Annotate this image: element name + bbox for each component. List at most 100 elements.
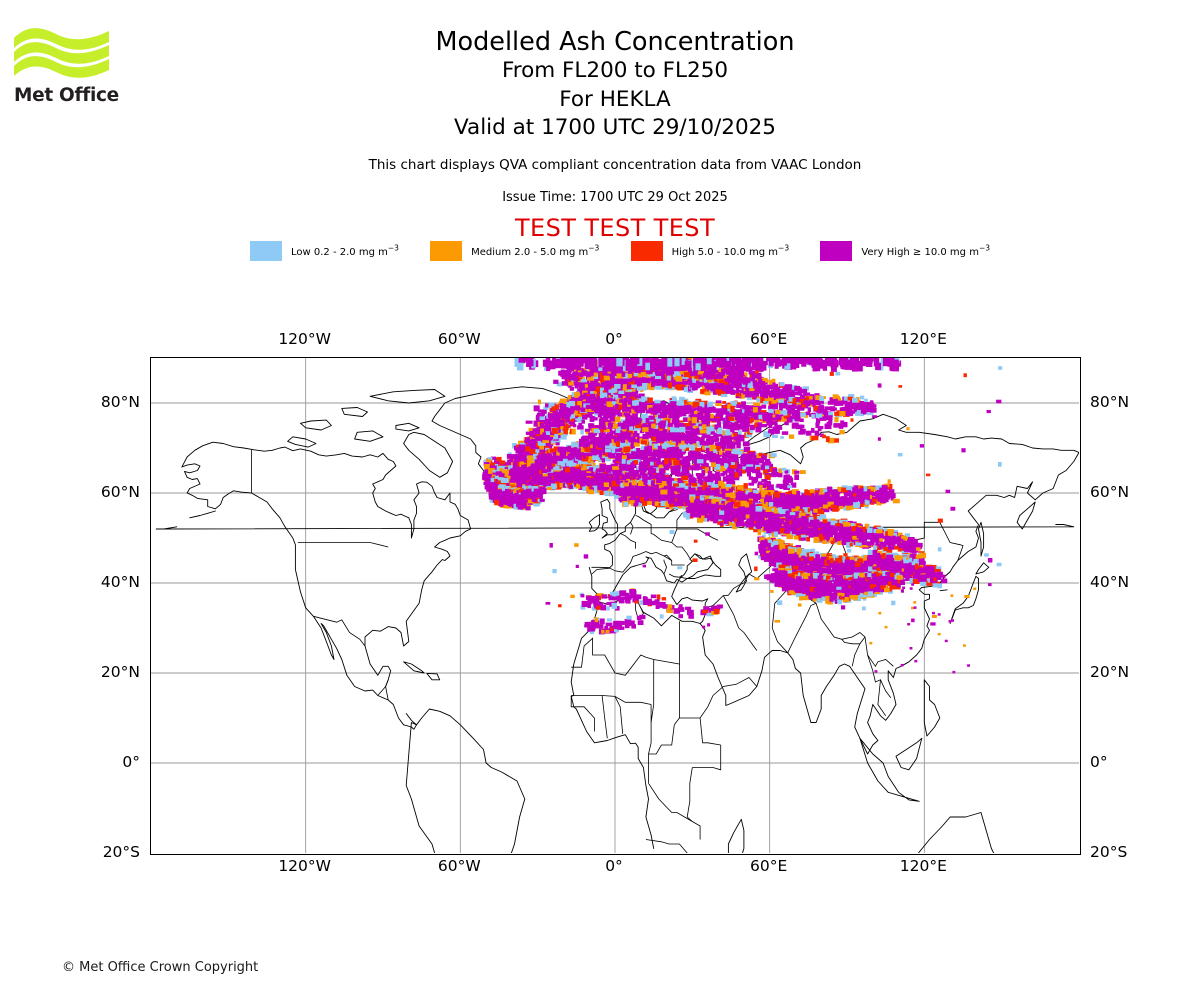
lat-tick-left-20S: 20°S bbox=[102, 843, 140, 861]
country-border-segment bbox=[570, 695, 595, 732]
legend-swatch-high bbox=[630, 241, 663, 261]
coastline-segment bbox=[354, 430, 384, 442]
lat-tick-right-20N: 20°N bbox=[1090, 663, 1130, 681]
country-border-segment bbox=[601, 695, 608, 739]
country-border-segment bbox=[877, 679, 887, 717]
lon-tick-0: 0° bbox=[605, 857, 623, 875]
lon-tick-60W: 60°W bbox=[437, 857, 481, 875]
coastline-segment bbox=[859, 737, 920, 802]
country-border-segment bbox=[712, 676, 758, 696]
country-border-segment bbox=[591, 567, 610, 575]
country-border-segment bbox=[738, 627, 758, 651]
coastline-segment bbox=[287, 436, 317, 448]
coastline-segment bbox=[978, 521, 985, 557]
country-border-segment bbox=[630, 522, 634, 535]
coastline-segment bbox=[405, 708, 526, 853]
coastline-segment bbox=[181, 441, 472, 687]
country-border-segment bbox=[939, 589, 948, 592]
coastline-segment bbox=[917, 812, 995, 853]
ash-concentration-map bbox=[150, 357, 1081, 855]
country-border-segment bbox=[787, 602, 817, 653]
ash-plume-overlay bbox=[482, 358, 1003, 674]
chart-title-block: Modelled Ash Concentration From FL200 to… bbox=[150, 28, 1080, 143]
map-canvas bbox=[151, 358, 1079, 853]
test-banner: TEST TEST TEST bbox=[514, 214, 715, 242]
legend-label-medium: Medium 2.0 - 5.0 mg m−3 bbox=[471, 244, 599, 258]
coastline-segment bbox=[923, 679, 941, 737]
page-title: Modelled Ash Concentration bbox=[435, 27, 795, 57]
legend-swatch-medium bbox=[430, 241, 463, 261]
title-volcano: For HEKLA bbox=[559, 86, 671, 112]
map-country-borders bbox=[251, 449, 964, 853]
country-border-segment bbox=[692, 745, 722, 771]
lon-tick-60W: 60°W bbox=[437, 330, 481, 348]
coastline-segment bbox=[686, 553, 722, 579]
country-border-segment bbox=[699, 717, 721, 746]
country-border-segment bbox=[297, 542, 389, 548]
coastline-segment bbox=[426, 672, 441, 681]
country-border-segment bbox=[635, 515, 672, 543]
coastline-segment bbox=[403, 661, 425, 674]
lon-tick-120W: 120°W bbox=[278, 330, 331, 348]
country-border-segment bbox=[571, 695, 652, 705]
title-flight-levels: From FL200 to FL250 bbox=[501, 58, 729, 83]
country-border-segment bbox=[648, 704, 652, 784]
country-border-segment bbox=[679, 576, 688, 579]
coastline-segment bbox=[181, 463, 417, 730]
lat-tick-right-60N: 60°N bbox=[1090, 483, 1130, 501]
coastline-segment bbox=[570, 553, 714, 849]
coastline-segment bbox=[369, 389, 446, 404]
country-border-segment bbox=[648, 724, 675, 755]
country-border-segment bbox=[650, 659, 655, 723]
coastline-segment bbox=[949, 575, 979, 624]
legend-text-very-high: Very High ≥ 10.0 mg m−3 bbox=[861, 243, 991, 259]
lat-tick-left-80N: 80°N bbox=[100, 393, 140, 411]
legend-label-low: Low 0.2 - 2.0 mg m−3 bbox=[291, 244, 399, 258]
lon-tick-120E: 120°E bbox=[899, 857, 947, 875]
country-border-segment bbox=[722, 595, 740, 629]
legend-swatch-low bbox=[250, 241, 282, 261]
coastline-segment bbox=[395, 422, 420, 432]
coastline-segment bbox=[699, 452, 1079, 755]
lat-tick-right-80N: 80°N bbox=[1090, 393, 1130, 411]
lat-tick-right-20S: 20°S bbox=[1090, 843, 1128, 861]
legend-text-medium: Medium 2.0 - 5.0 mg m−3 bbox=[471, 243, 600, 259]
coastline-segment bbox=[403, 431, 454, 478]
country-border-segment bbox=[686, 767, 701, 840]
lon-tick-120W: 120°W bbox=[278, 857, 331, 875]
country-border-segment bbox=[648, 783, 693, 822]
lat-tick-right-40N: 40°N bbox=[1090, 573, 1130, 591]
country-border-segment bbox=[614, 696, 624, 734]
coastline-segment bbox=[727, 818, 745, 853]
country-border-segment bbox=[645, 551, 685, 566]
legend-text-high: High 5.0 - 10.0 mg m−3 bbox=[671, 243, 790, 259]
country-border-segment bbox=[679, 695, 714, 719]
legend-item-very-high: Very High ≥ 10.0 mg m−3 bbox=[820, 240, 990, 262]
lat-tick-left-60N: 60°N bbox=[100, 483, 140, 501]
country-border-segment bbox=[851, 643, 861, 667]
country-border-segment bbox=[645, 839, 688, 853]
met-office-wordmark: Met Office bbox=[14, 85, 119, 106]
coastline-segment bbox=[735, 553, 753, 593]
country-border-segment bbox=[841, 636, 866, 645]
lat-tick-left-20N: 20°N bbox=[100, 663, 140, 681]
lat-tick-right-0: 0° bbox=[1090, 753, 1108, 771]
coastline-segment bbox=[895, 737, 923, 771]
coastline-segment bbox=[588, 514, 600, 532]
coastline-segment bbox=[975, 562, 990, 575]
coastline-segment bbox=[155, 524, 1075, 530]
concentration-legend: Low 0.2 - 2.0 mg m−3 Medium 2.0 - 5.0 mg… bbox=[250, 240, 990, 262]
legend-text-low: Low 0.2 - 2.0 mg m−3 bbox=[291, 243, 399, 259]
lon-tick-120E: 120°E bbox=[899, 330, 947, 348]
lat-tick-left-0: 0° bbox=[122, 753, 140, 771]
country-border-segment bbox=[671, 542, 691, 559]
legend-label-high: High 5.0 - 10.0 mg m−3 bbox=[672, 244, 790, 258]
legend-item-high: High 5.0 - 10.0 mg m−3 bbox=[630, 240, 790, 262]
lon-tick-60E: 60°E bbox=[750, 330, 788, 348]
legend-item-medium: Medium 2.0 - 5.0 mg m−3 bbox=[430, 240, 599, 262]
coastline-segment bbox=[341, 407, 368, 417]
coastline-segment bbox=[300, 419, 332, 431]
met-office-logo: Met Office bbox=[14, 26, 124, 116]
country-border-segment bbox=[676, 528, 719, 541]
lat-tick-left-40N: 40°N bbox=[100, 573, 140, 591]
